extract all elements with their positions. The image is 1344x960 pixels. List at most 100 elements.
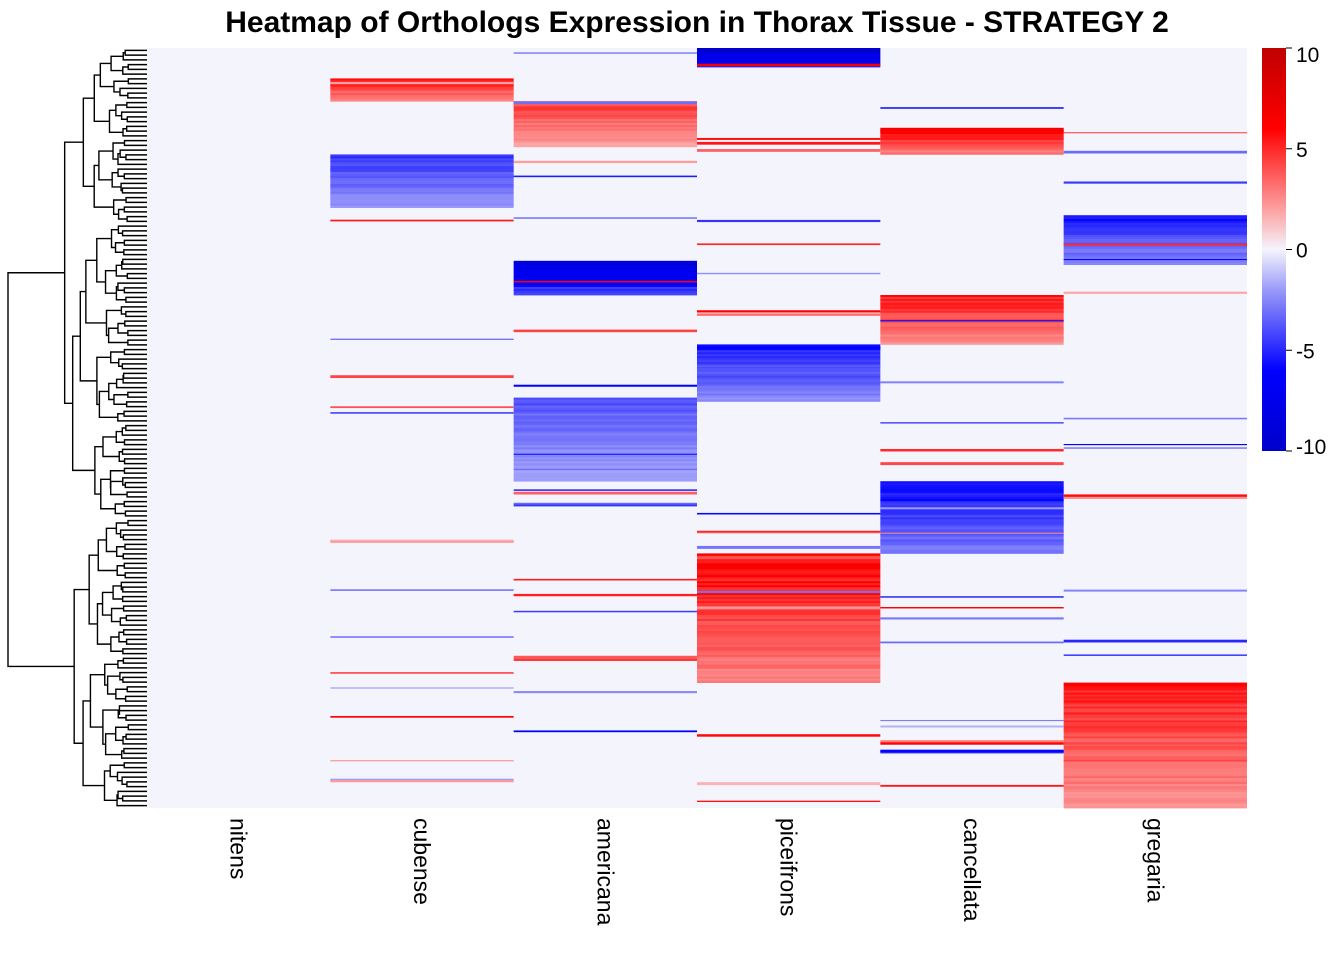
heatmap-cell-piceifrons-block7 xyxy=(697,587,881,590)
heatmap-cell-cancellata-block10 xyxy=(880,483,1064,486)
dendrogram-branch xyxy=(124,510,147,517)
column-background-gregaria xyxy=(1063,48,1247,808)
heatmap-cell-piceifrons-block6 xyxy=(697,367,881,371)
heatmap-cell-americana-block2 xyxy=(513,126,697,130)
heatmap-cell-piceifrons-block7 xyxy=(697,611,881,614)
dendrogram-branch xyxy=(79,290,97,382)
heatmap-stripe-piceifrons xyxy=(697,545,881,549)
heatmap-cell-gregaria-block12 xyxy=(1063,736,1247,739)
heatmap-cell-gregaria-block12 xyxy=(1063,684,1247,687)
heatmap-stripe-cancellata xyxy=(880,725,1064,728)
heatmap-stripe-americana xyxy=(513,578,697,581)
heatmap-cell-americana-block2 xyxy=(513,115,697,118)
heatmap-stripe-cancellata xyxy=(880,607,1064,609)
dendrogram-branch xyxy=(126,686,147,693)
heatmap-cell-gregaria-block11 xyxy=(1063,229,1247,232)
heatmap-cell-americana-block4 xyxy=(513,465,697,468)
dendrogram-branch xyxy=(122,629,147,636)
dendrogram-branch xyxy=(116,771,147,782)
heatmap-cell-piceifrons-block7 xyxy=(697,553,881,556)
heatmap-cell-cancellata-block10 xyxy=(880,513,1064,516)
heatmap-stripe-americana xyxy=(513,217,697,219)
dendrogram-branch xyxy=(121,795,147,802)
dendrogram-branch xyxy=(117,322,128,334)
heatmap-cell-piceifrons-block7 xyxy=(697,654,881,658)
dendrogram-branch xyxy=(115,378,147,389)
heatmap-stripe-cubense xyxy=(330,778,514,781)
heatmap-cell-americana-block4 xyxy=(513,461,697,464)
heatmap-cell-piceifrons-block7 xyxy=(697,577,881,580)
heatmap-cell-gregaria-block12 xyxy=(1063,750,1247,753)
heatmap-cell-gregaria-block12 xyxy=(1063,688,1247,691)
heatmap-cell-americana-block4 xyxy=(513,457,697,460)
heatmap-cell-piceifrons-block7 xyxy=(697,660,881,664)
heatmap-cell-gregaria-block11 xyxy=(1063,231,1247,234)
dendrogram-branch xyxy=(110,607,124,623)
heatmap-cell-cubense-block0 xyxy=(330,88,514,92)
heatmap-cell-gregaria-block12 xyxy=(1063,784,1247,787)
heatmap-cell-cancellata-block10 xyxy=(880,529,1064,532)
heatmap-stripe-americana xyxy=(513,468,697,471)
heatmap-cell-cancellata-block10 xyxy=(880,519,1064,522)
dendrogram-branch xyxy=(121,230,147,237)
heatmap-cell-piceifrons-block6 xyxy=(697,371,881,375)
dendrogram-branch xyxy=(113,80,129,93)
heatmap-cell-americana-block4 xyxy=(513,451,697,454)
heatmap-cell-gregaria-block12 xyxy=(1063,786,1247,789)
dendrogram-branch xyxy=(123,287,147,294)
heatmap-cell-americana-block4 xyxy=(513,439,697,442)
heatmap-cell-cancellata-block10 xyxy=(880,525,1064,528)
dendrogram-branch xyxy=(125,614,147,622)
heatmap-cell-piceifrons-block7 xyxy=(697,567,881,570)
heatmap-cell-americana-block4 xyxy=(513,403,697,406)
heatmap-cell-piceifrons-block7 xyxy=(697,593,881,596)
dendrogram-branch xyxy=(123,747,147,755)
dendrogram-branch xyxy=(117,152,147,166)
colorbar-tick-label: 10 xyxy=(1296,44,1319,67)
dendrogram-branch xyxy=(100,478,116,510)
heatmap-cell-cubense-block1 xyxy=(330,172,514,175)
heatmap-stripe-piceifrons xyxy=(697,272,881,275)
heatmap-cell-piceifrons-block6 xyxy=(697,360,881,363)
dendrogram-branch xyxy=(122,736,147,745)
heatmap-stripe-piceifrons xyxy=(697,137,881,140)
dendrogram-branch xyxy=(112,142,125,160)
dendrogram-branch xyxy=(123,467,147,474)
heatmap-cell-piceifrons-block6 xyxy=(697,389,881,392)
heatmap-cell-cubense-block1 xyxy=(330,160,514,163)
heatmap-cell-piceifrons-block7 xyxy=(697,571,881,574)
dendrogram-branch xyxy=(125,714,147,721)
heatmap-cell-americana-block3 xyxy=(513,276,697,280)
heatmap-cell-gregaria-block12 xyxy=(1063,762,1247,765)
heatmap-cell-piceifrons-block7 xyxy=(697,595,881,598)
dendrogram-branch xyxy=(121,776,147,785)
heatmap-stripe-cubense xyxy=(330,412,514,414)
heatmap-cell-americana-block3 xyxy=(513,260,697,264)
heatmap-cell-americana-block2 xyxy=(513,113,697,116)
heatmap-cell-gregaria-block12 xyxy=(1063,800,1247,803)
dendrogram-branch xyxy=(118,451,125,462)
heatmap-stripe-cancellata xyxy=(880,641,1064,644)
column-label-gregaria: gregaria xyxy=(1142,818,1168,903)
dendrogram-branch xyxy=(119,671,147,681)
column-label-americana: americana xyxy=(592,818,618,926)
heatmap-cell-gregaria-block12 xyxy=(1063,722,1247,725)
heatmap-stripe-piceifrons xyxy=(697,313,881,316)
heatmap-stripe-gregaria xyxy=(1063,150,1247,154)
heatmap-cell-cancellata-block10 xyxy=(880,535,1064,538)
heatmap-cell-cancellata-block9 xyxy=(880,300,1064,304)
heatmap-cell-cancellata-block9 xyxy=(880,338,1064,341)
dendrogram-branch xyxy=(125,154,147,161)
heatmap-stripe-americana xyxy=(513,504,697,507)
heatmap-cell-gregaria-block12 xyxy=(1063,782,1247,785)
heatmap-cell-americana-block2 xyxy=(513,124,697,128)
heatmap-cell-piceifrons-block6 xyxy=(697,354,881,357)
dendrogram-branch xyxy=(94,446,103,495)
heatmap-stripe-piceifrons xyxy=(697,556,881,560)
heatmap-cell-cancellata-block10 xyxy=(880,497,1064,500)
dendrogram-branch xyxy=(99,62,114,88)
heatmap-cell-piceifrons-block6 xyxy=(697,364,881,367)
heatmap-cell-americana-block3 xyxy=(513,270,697,274)
heatmap-cell-cancellata-block8 xyxy=(880,131,1064,135)
heatmap-cell-piceifrons-block7 xyxy=(697,652,881,656)
